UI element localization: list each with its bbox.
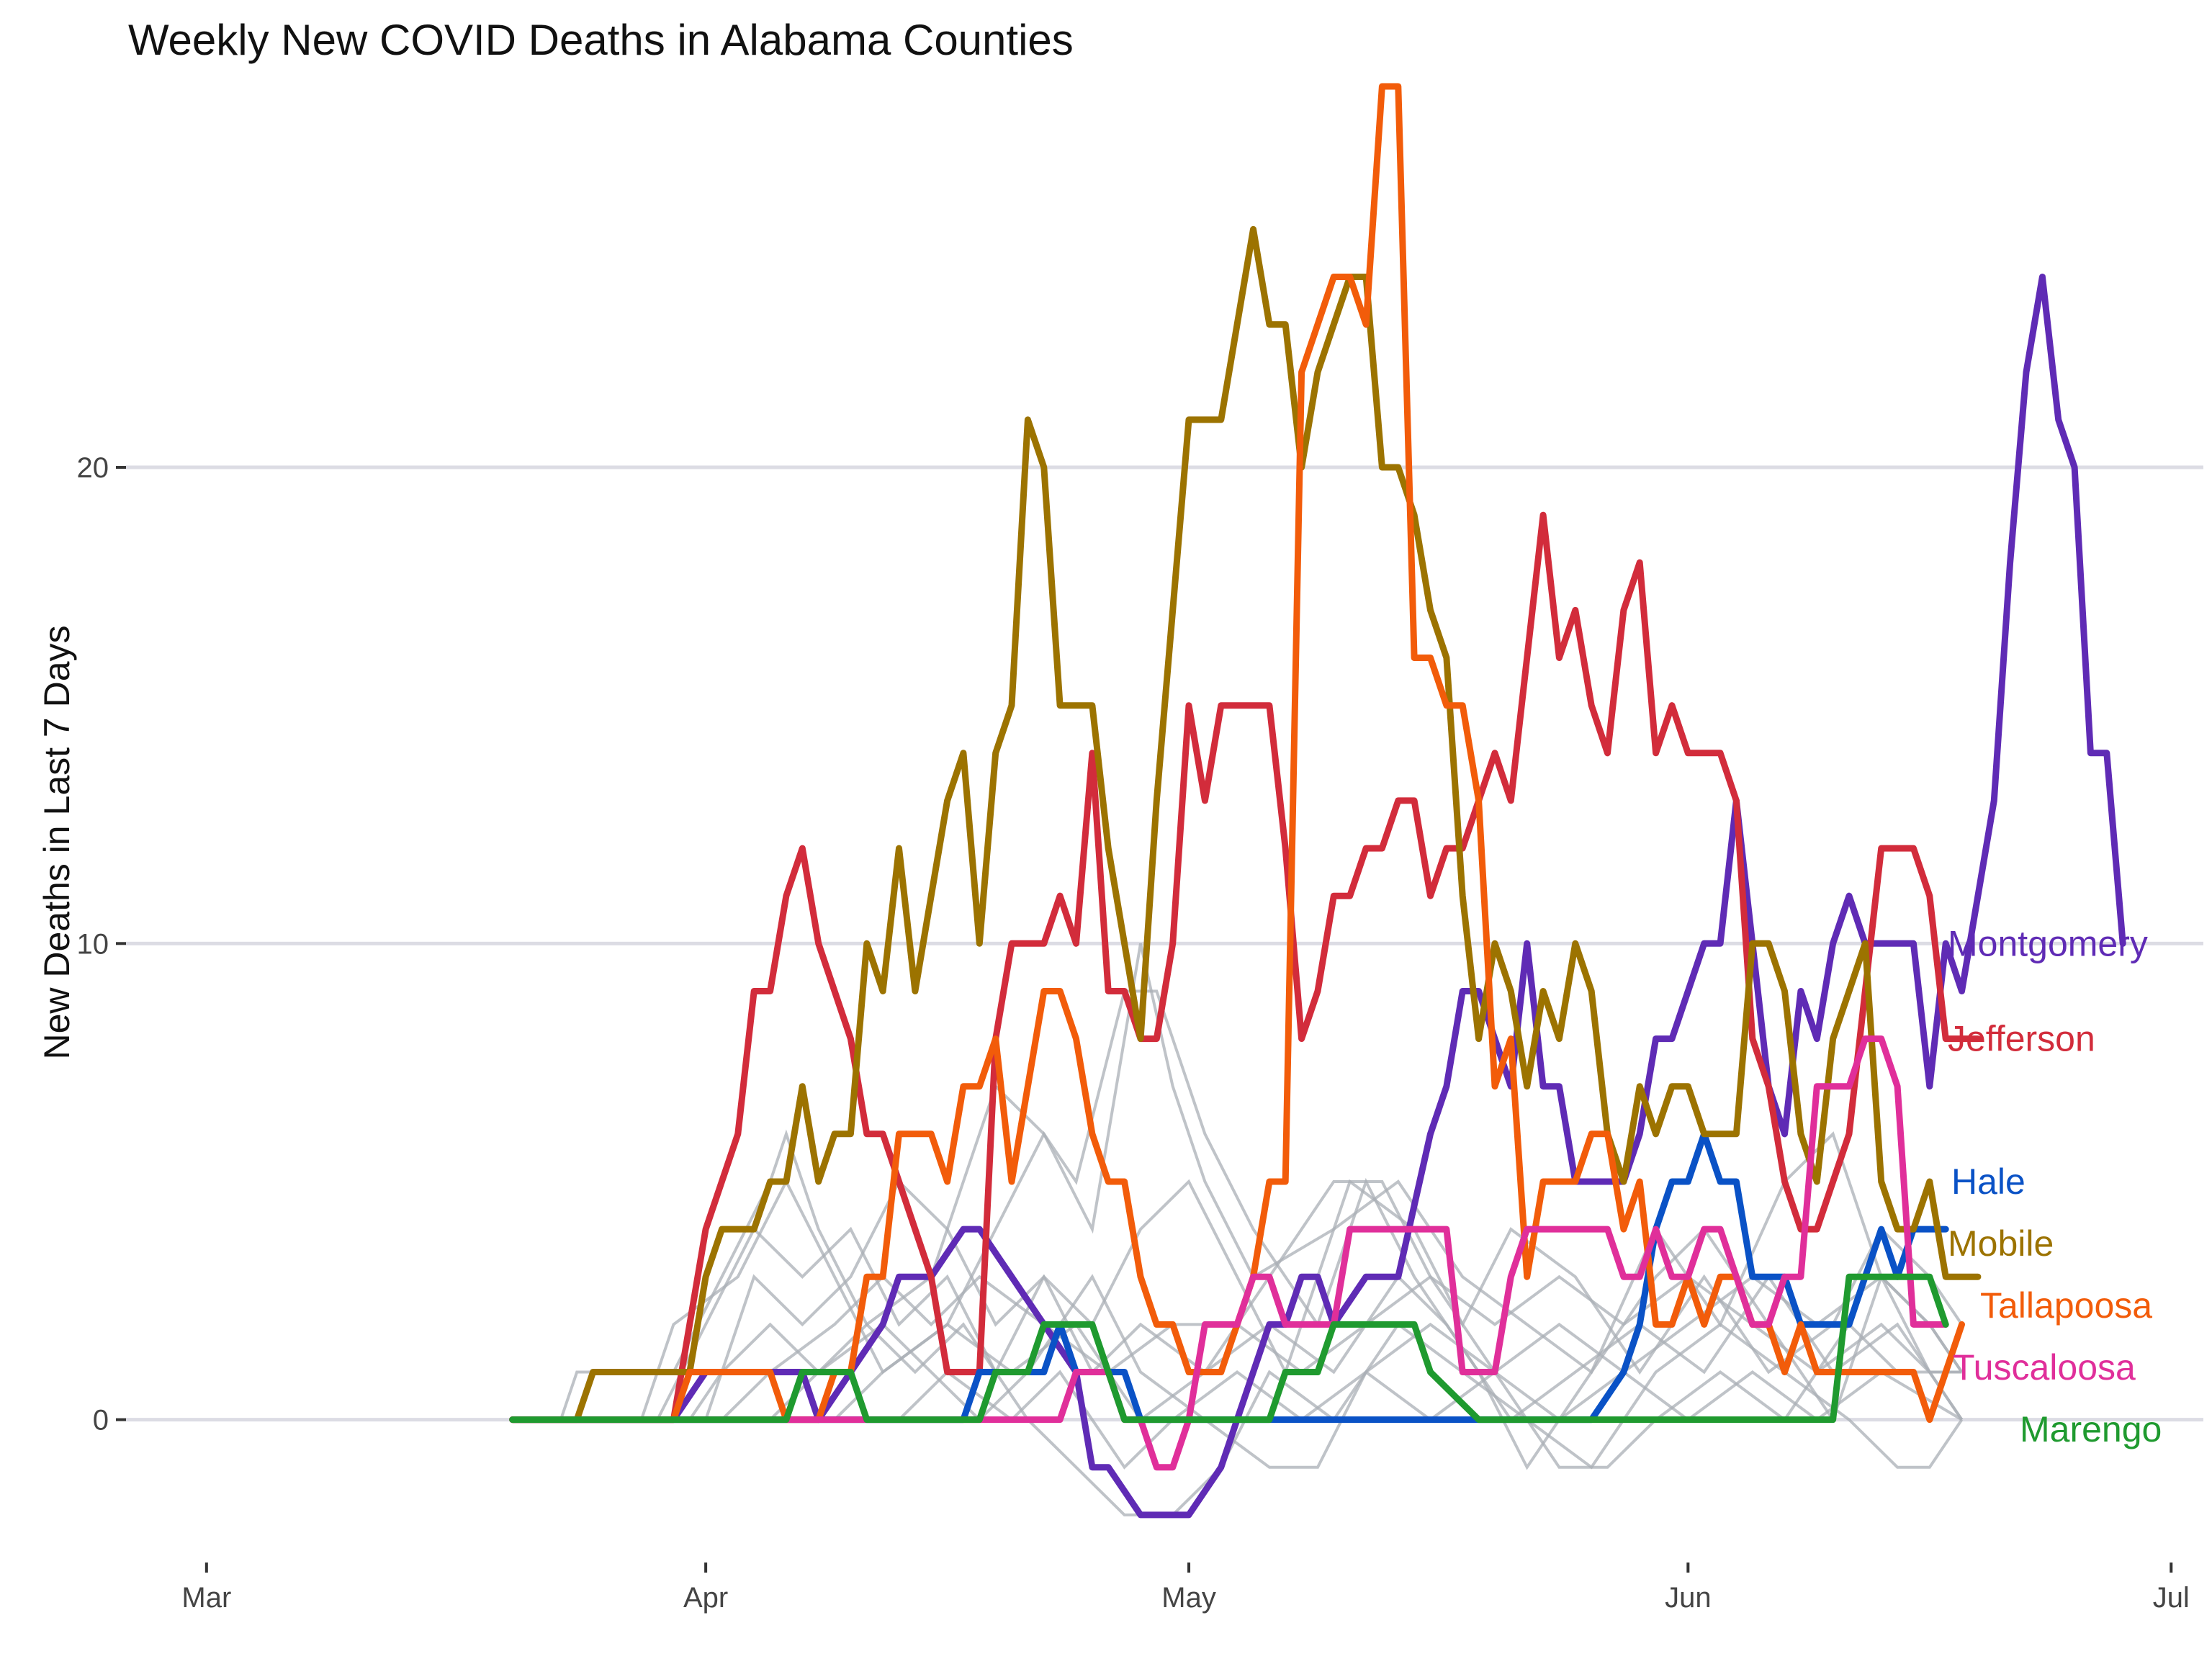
- y-tick-label-2: 20: [77, 452, 109, 484]
- series-line-montgomery: [509, 274, 2126, 1519]
- series-labels: Montgomery Jefferson Hale Mobile Tallapoosa T…: [1948, 923, 2162, 1449]
- chart-title: Weekly New COVID Deaths in Alabama Count…: [128, 16, 1074, 64]
- other-county-line-3: [512, 1179, 1964, 1421]
- series-line-marengo: [509, 1273, 1949, 1424]
- y-tick-label-0: 0: [93, 1405, 109, 1437]
- x-axis: Mar Apr May Jun Jul: [181, 1563, 2190, 1614]
- x-tick-label-may: May: [1161, 1582, 1216, 1614]
- x-tick-label-jun: Jun: [1665, 1582, 1712, 1614]
- series-line-hale: [509, 1130, 1949, 1424]
- series-label-mobile: Mobile: [1948, 1223, 2054, 1264]
- series-label-jefferson: Jefferson: [1948, 1019, 2095, 1059]
- series-label-montgomery: Montgomery: [1948, 923, 2148, 963]
- x-tick-label-mar: Mar: [181, 1582, 231, 1614]
- series-label-tallapoosa: Tallapoosa: [1980, 1285, 2152, 1326]
- x-tick-label-jul: Jul: [2153, 1582, 2190, 1614]
- series-line-tallapoosa: [509, 83, 1965, 1424]
- series-line-mobile: [509, 225, 1982, 1424]
- y-tick-label-1: 10: [77, 928, 109, 960]
- highlighted-county-lines: [509, 83, 2126, 1519]
- series-label-tuscaloosa: Tuscaloosa: [1953, 1347, 2136, 1388]
- series-label-hale: Hale: [1951, 1161, 2026, 1202]
- y-axis: 0 10 20: [77, 452, 126, 1437]
- x-tick-label-apr: Apr: [683, 1582, 728, 1614]
- series-label-marengo: Marengo: [2020, 1409, 2162, 1449]
- other-county-line-4: [512, 1274, 1962, 1469]
- y-axis-title: New Deaths in Last 7 Days: [37, 625, 77, 1059]
- series-line-tuscaloosa: [509, 1035, 1949, 1471]
